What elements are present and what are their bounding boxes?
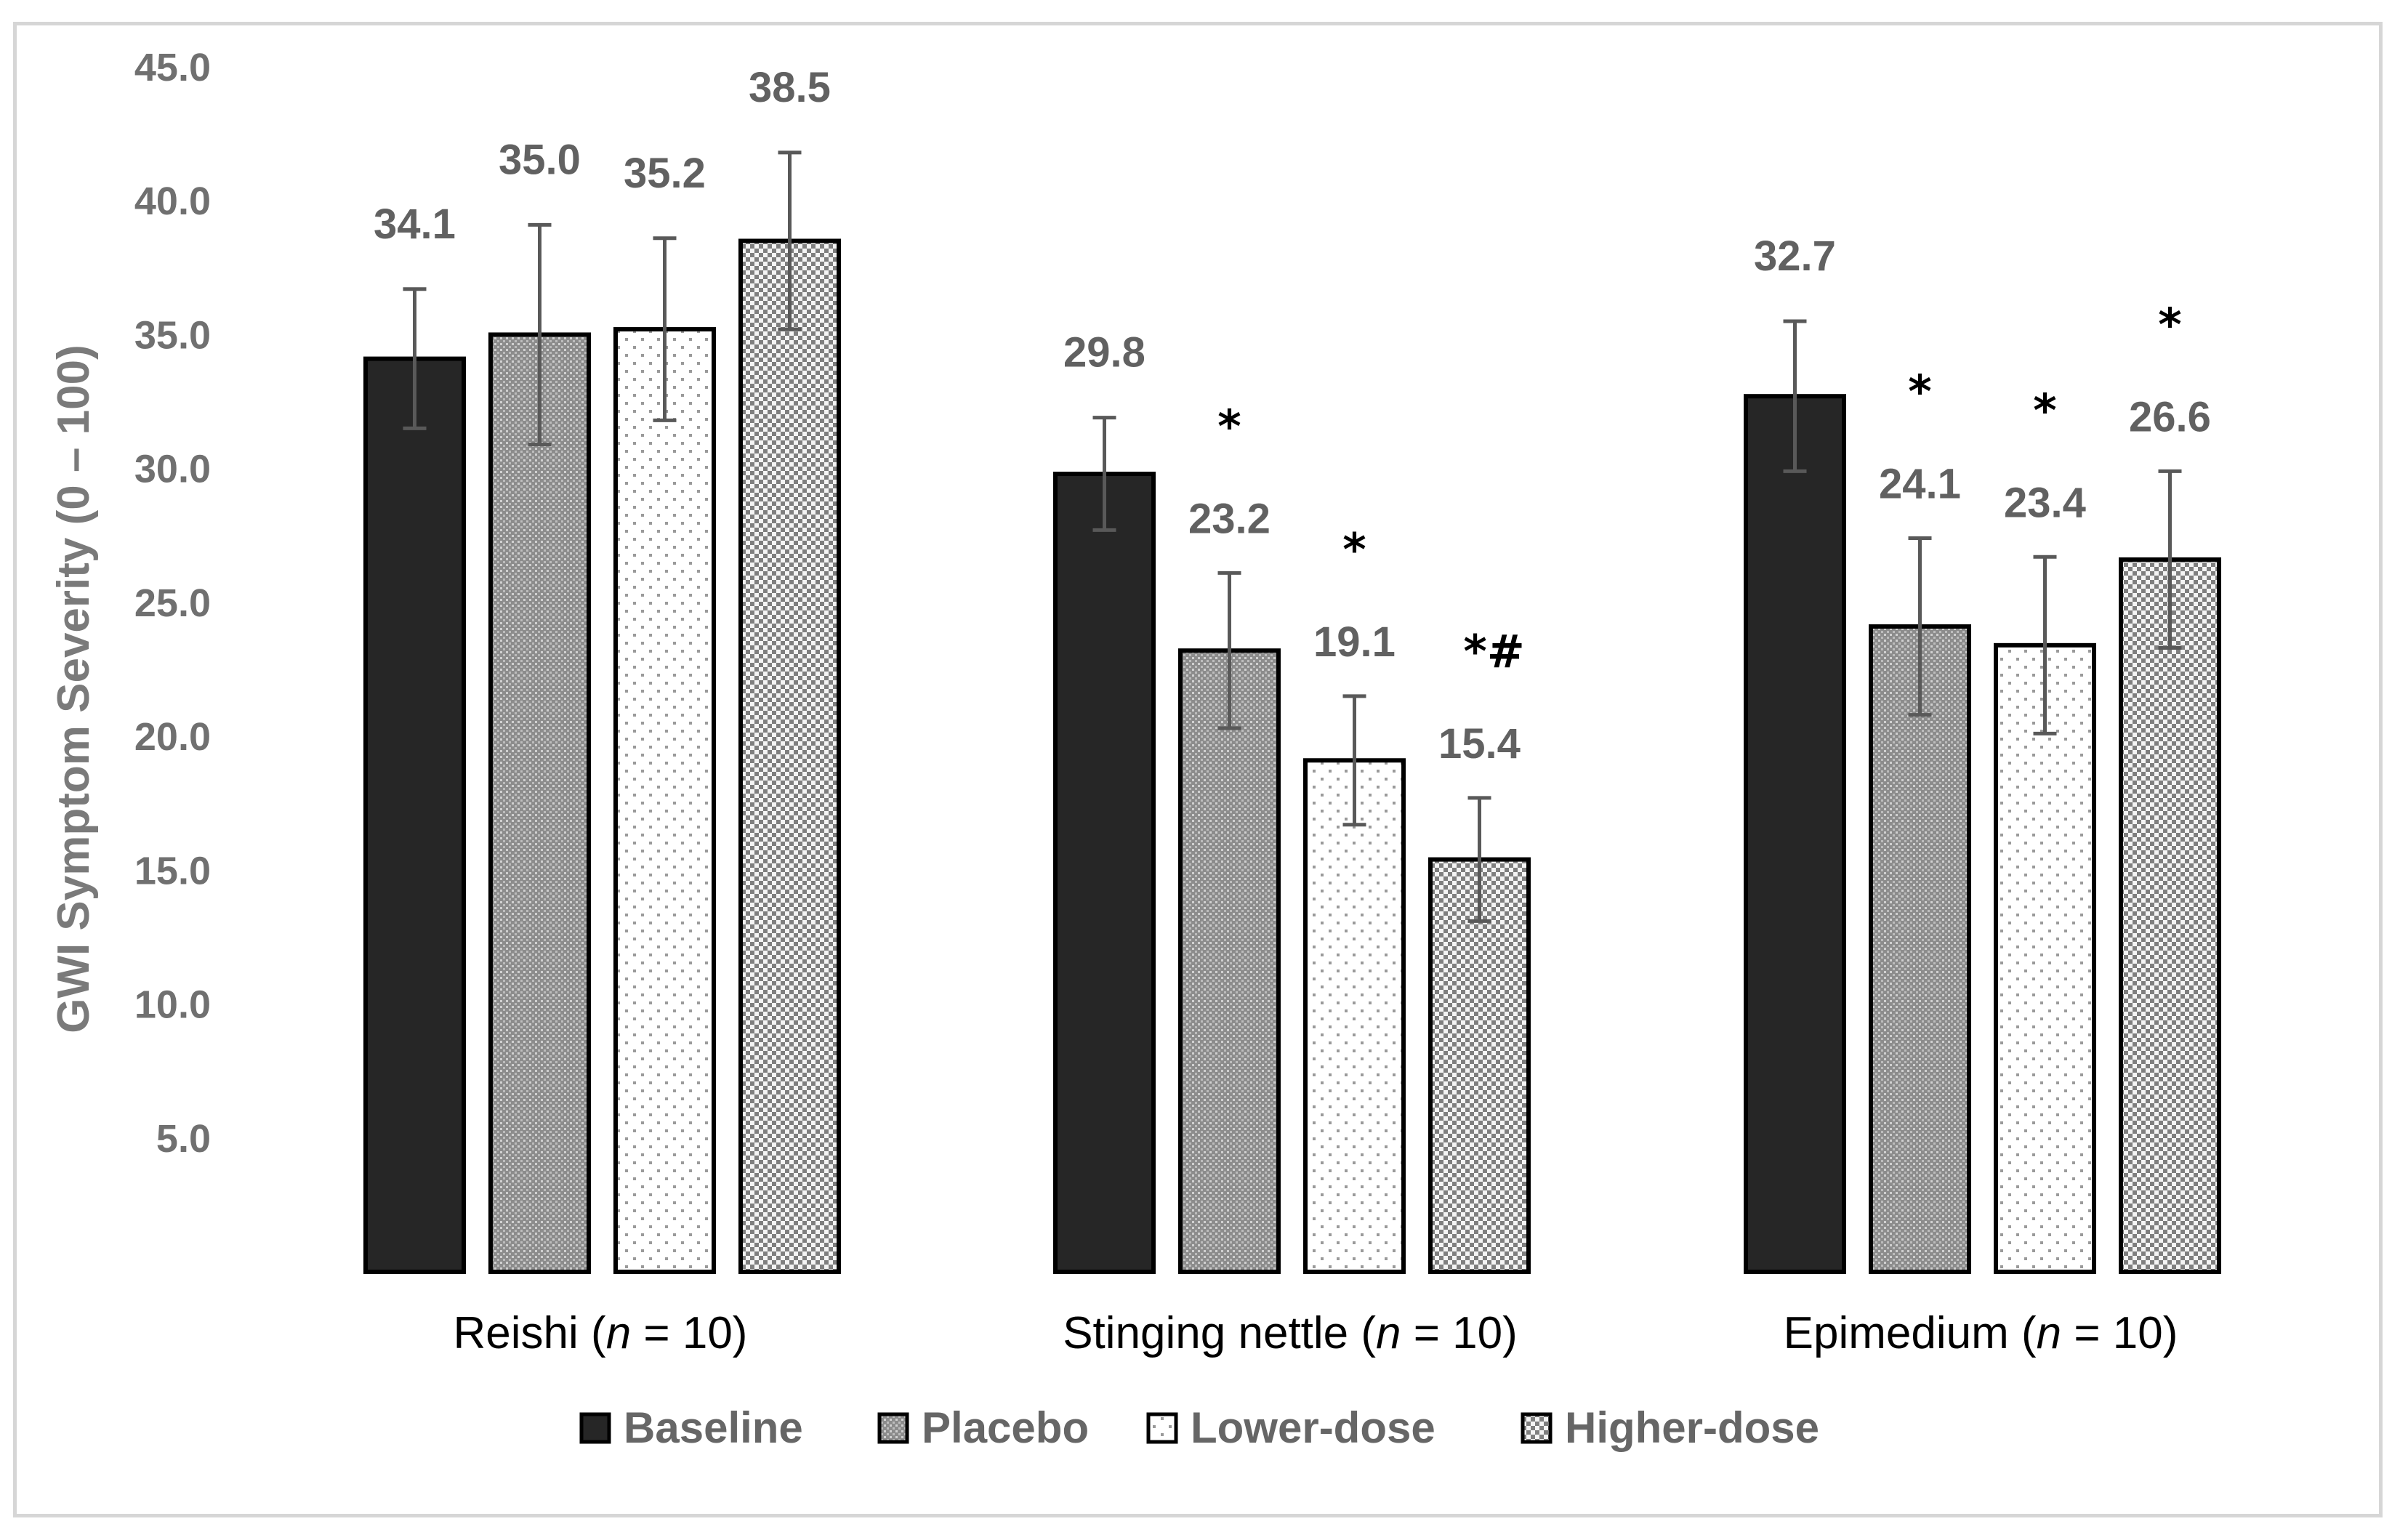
error-bar: [1217, 571, 1241, 730]
y-tick-label: 10.0: [134, 983, 211, 1027]
error-bar: [778, 150, 802, 331]
bar-baseline-1: [1053, 472, 1156, 1275]
significance-marker: *: [2033, 384, 2056, 437]
bar-higher-dose-1: [1428, 857, 1531, 1274]
y-tick-label: 20.0: [134, 715, 211, 759]
legend-item-baseline: Baseline: [579, 1403, 803, 1452]
bar-baseline-2: [1744, 394, 1846, 1274]
data-label: 34.1: [374, 201, 456, 248]
bar-higher-dose-0: [738, 238, 841, 1274]
legend-label: Lower-dose: [1191, 1403, 1435, 1452]
legend-swatch: [579, 1412, 611, 1444]
error-bar: [653, 236, 677, 422]
y-tick-label: 35.0: [134, 313, 211, 357]
bar-lower-dose-1: [1303, 758, 1406, 1274]
y-tick-label: 25.0: [134, 581, 211, 625]
y-axis: 5.0 10.0 15.0 20.0 25.0 30.0 35.0 40.0 45.0: [134, 46, 211, 1161]
bar-placebo-2: [1869, 624, 1971, 1274]
y-tick-label: 5.0: [156, 1117, 211, 1161]
error-bar: [1908, 536, 1932, 717]
legend-label: Placebo: [922, 1403, 1089, 1452]
legend-swatch: [1146, 1412, 1178, 1444]
error-bar: [1092, 416, 1116, 532]
error-bar: [1467, 796, 1491, 923]
y-axis-label: GWI Symptom Severity (0 – 100): [49, 344, 99, 1033]
y-tick-label: 45.0: [134, 46, 211, 89]
error-bar: [2158, 469, 2182, 650]
error-bar: [1783, 319, 1807, 473]
data-label: 15.4: [1438, 720, 1521, 767]
data-label: 23.2: [1188, 495, 1271, 542]
significance-marker: *#: [1463, 625, 1524, 678]
x-axis-categories: Reishi (n = 10) Stinging nettle (n = 10) E…: [454, 1308, 2178, 1358]
data-label: 26.6: [2129, 393, 2211, 440]
error-bar: [528, 222, 552, 447]
y-tick-label: 30.0: [134, 448, 211, 491]
bar-placebo-0: [488, 332, 591, 1274]
bars: 34.1 29.8 32.7 35.0 23.2 * 24.1 * 35.2 19.1 * 23.4 *…: [363, 64, 2221, 1275]
legend-swatch: [1521, 1412, 1553, 1444]
significance-marker: *: [2158, 298, 2181, 351]
bar-lower-dose-2: [1994, 642, 2096, 1274]
bar-placebo-1: [1178, 648, 1281, 1274]
error-bar: [403, 287, 427, 430]
bar-baseline-0: [363, 356, 466, 1274]
legend-swatch: [877, 1412, 909, 1444]
error-bar: [1342, 694, 1366, 827]
data-label: 32.7: [1754, 233, 1836, 280]
significance-marker: *: [1217, 400, 1241, 453]
legend-item-higher-dose: Higher-dose: [1521, 1403, 1819, 1452]
data-label: 38.5: [749, 64, 831, 111]
data-label: 24.1: [1879, 460, 1961, 507]
legend-label: Higher-dose: [1565, 1403, 1819, 1452]
legend-item-lower-dose: Lower-dose: [1146, 1403, 1435, 1452]
data-label: 19.1: [1313, 618, 1396, 666]
bar-higher-dose-2: [2119, 557, 2221, 1274]
legend-label: Baseline: [624, 1403, 803, 1452]
y-tick-label: 40.0: [134, 180, 211, 223]
error-bar: [2033, 555, 2057, 735]
bar-lower-dose-0: [613, 327, 716, 1274]
legend-item-placebo: Placebo: [877, 1403, 1089, 1452]
category-label: Stinging nettle (n = 10): [1063, 1308, 1518, 1358]
significance-marker: *: [1342, 523, 1366, 576]
category-label: Epimedium (n = 10): [1784, 1308, 2178, 1358]
category-label: Reishi (n = 10): [454, 1308, 748, 1358]
data-label: 35.2: [624, 150, 706, 197]
legend: Baseline Placebo Lower-dose Higher-dose: [579, 1403, 1819, 1452]
significance-marker: *: [1908, 365, 1931, 418]
data-label: 23.4: [2004, 479, 2086, 526]
data-label: 29.8: [1063, 329, 1145, 376]
y-tick-label: 15.0: [134, 849, 211, 892]
data-label: 35.0: [499, 136, 581, 183]
